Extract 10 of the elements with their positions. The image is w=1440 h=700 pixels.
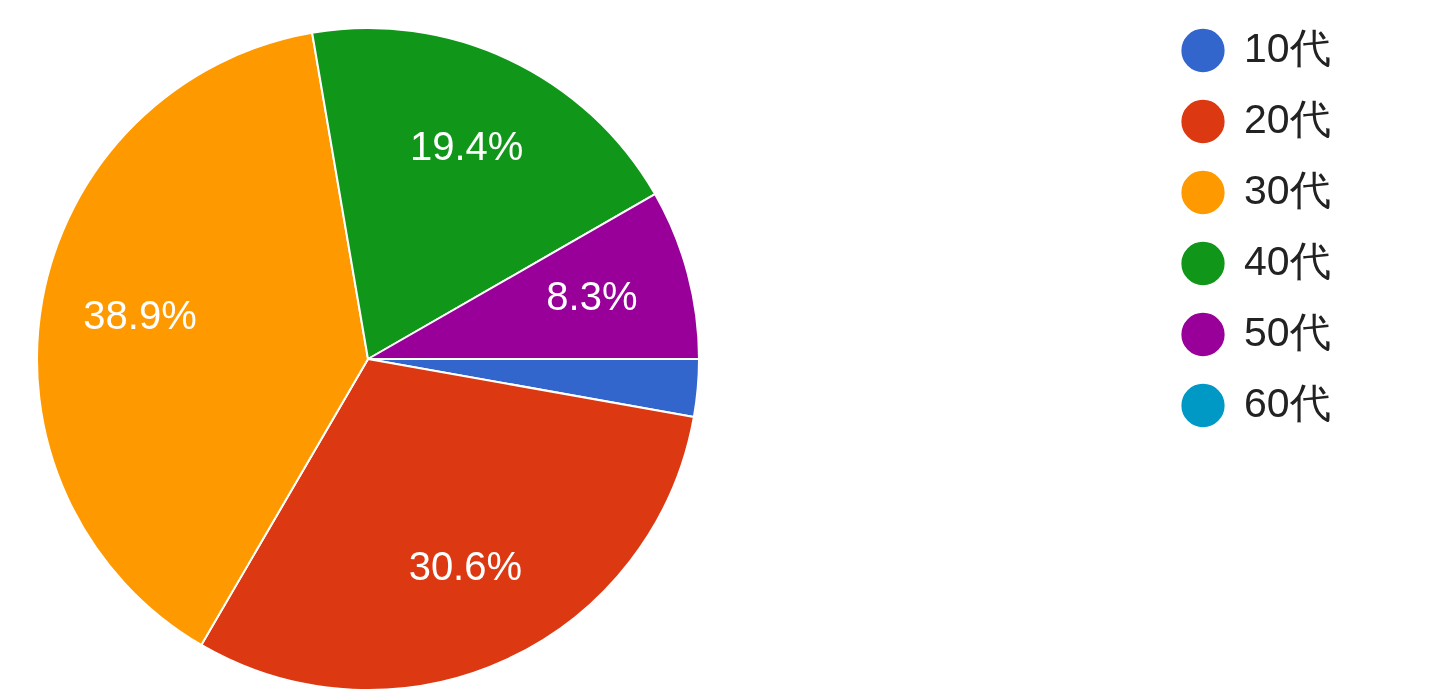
data-label: 38.9% — [83, 292, 197, 337]
legend-label: 40代 — [1244, 237, 1331, 284]
legend-label: 10代 — [1244, 24, 1331, 71]
legend-label: 60代 — [1244, 379, 1331, 426]
legend-label: 50代 — [1244, 308, 1331, 355]
legend-label: 30代 — [1244, 166, 1331, 213]
legend-label: 20代 — [1244, 95, 1331, 142]
data-label: 30.6% — [408, 544, 523, 589]
data-label: 19.4% — [409, 124, 524, 169]
data-label: 8.3% — [546, 274, 638, 319]
